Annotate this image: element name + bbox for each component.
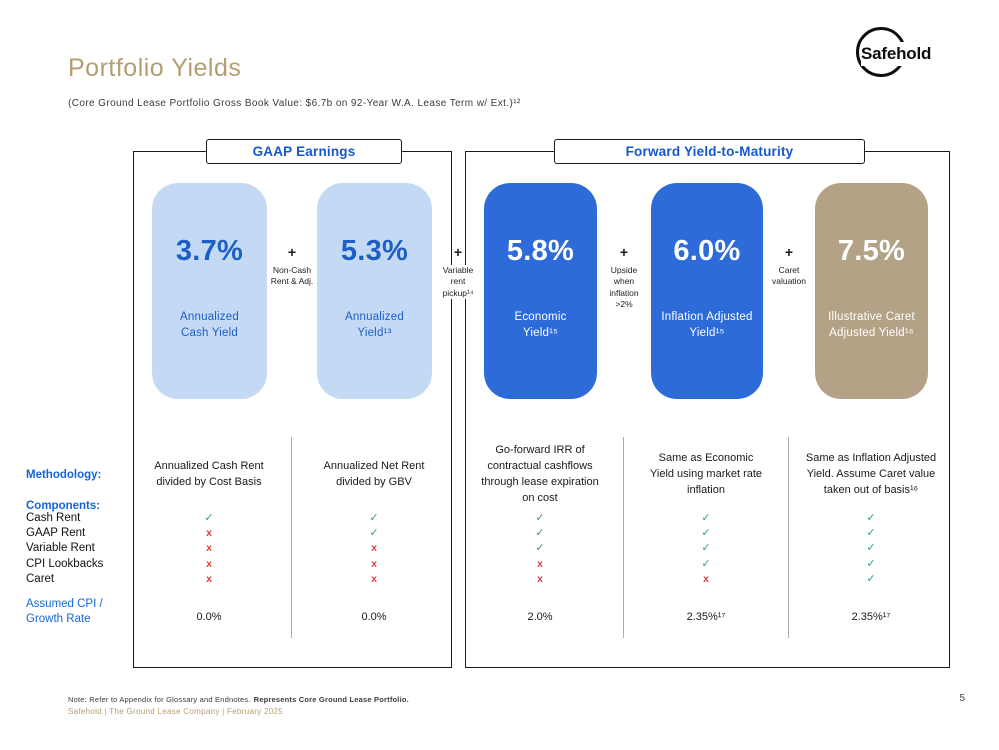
check-mark-icon: ✓ [866,557,876,570]
yield-card-inflation-adjusted: 6.0% Inflation Adjusted Yield¹⁵ [651,183,763,399]
footnote-text: Note: Refer to Appendix for Glossary and… [68,695,251,704]
marks-column-inflation-adjusted: ✓ ✓ ✓ ✓ x [691,511,721,587]
methodology-desc-caret-adjusted: Same as Inflation Adjusted Yield. Assume… [805,452,937,496]
page-subtitle: (Core Ground Lease Portfolio Gross Book … [68,98,521,109]
marks-column-economic-yield: ✓ ✓ ✓ x x [525,511,555,587]
component-variable-rent: Variable Rent [26,542,95,555]
check-mark-icon: ✓ [701,527,711,540]
x-mark-icon: x [371,572,377,585]
column-divider [291,437,292,638]
plus-icon: + [453,244,463,260]
connector-inflation-upside: + Upside when inflation >2% [594,245,654,311]
x-mark-icon: x [371,557,377,570]
check-mark-icon: ✓ [701,542,711,555]
methodology-desc-economic-yield: Go-forward IRR of contractual cashflows … [481,444,599,504]
x-mark-icon: x [537,557,543,570]
marks-column-caret-adjusted: ✓ ✓ ✓ ✓ ✓ [856,511,886,587]
assumed-cpi-value: 2.0% [527,611,553,623]
column-divider [788,437,789,638]
footnote: Note: Refer to Appendix for Glossary and… [68,695,409,704]
assumed-cpi-label: Assumed CPI / Growth Rate [26,598,103,625]
check-mark-icon: ✓ [204,512,214,524]
connector-variable-rent-pickup: + Variable rent pickup¹⁴ [428,244,488,300]
yield-label: Annualized Yield¹³ [345,311,404,340]
check-mark-icon: ✓ [866,542,876,555]
yield-label: Annualized Cash Yield [180,311,239,340]
component-caret: Caret [26,572,55,585]
footnote-bold-text: Represents Core Ground Lease Portfolio. [253,695,409,704]
methodology-desc-cash-yield: Annualized Cash Rent divided by Cost Bas… [154,460,264,488]
yield-value: 6.0% [673,235,741,267]
connector-label: Upside when inflation >2% [602,265,646,311]
x-mark-icon: x [371,542,377,555]
yield-label: Economic Yield¹⁵ [514,311,567,340]
assumed-cpi-value: 0.0% [361,611,387,623]
connector-non-cash-rent: + Non-Cash Rent & Adj. [262,245,322,288]
check-mark-icon: ✓ [701,557,711,570]
x-mark-icon: x [703,572,709,585]
check-mark-icon: ✓ [535,542,545,555]
assumed-cpi-value: 2.35%¹⁷ [851,611,891,623]
yield-card-economic: 5.8% Economic Yield¹⁵ [484,183,597,399]
components-label: Components: [26,500,101,512]
yield-value: 7.5% [837,235,906,267]
assumed-cpi-value: 0.0% [196,611,222,623]
marks-column-cash-yield: ✓ x x x x [194,511,224,587]
component-cpi-lookbacks: CPI Lookbacks [26,557,104,570]
check-mark-icon: ✓ [866,512,876,524]
x-mark-icon: x [206,542,212,555]
plus-icon: + [287,244,297,260]
yield-label: Inflation Adjusted Yield¹⁵ [661,311,753,340]
plus-icon: + [784,244,794,260]
yield-value: 5.8% [506,235,575,267]
check-mark-icon: ✓ [866,572,876,585]
page-number: 5 [959,693,965,704]
component-gaap-rent: GAAP Rent [26,527,86,540]
check-mark-icon: ✓ [535,512,545,524]
x-mark-icon: x [537,572,543,585]
yield-card-caret-adjusted: 7.5% Illustrative Caret Adjusted Yield¹⁶ [815,183,928,399]
yield-value: 5.3% [340,235,409,267]
marks-column-annualized-yield: ✓ ✓ x x x [359,511,389,587]
component-cash-rent: Cash Rent [26,512,81,524]
check-mark-icon: ✓ [369,527,379,540]
connector-label: Caret valuation [766,265,812,288]
check-mark-icon: ✓ [866,527,876,540]
yield-card-annualized: 5.3% Annualized Yield¹³ [317,183,432,399]
company-footer: Safehold | The Ground Lease Company | Fe… [68,707,283,716]
methodology-label: Methodology: [26,469,102,481]
methodology-desc-inflation-adjusted: Same as Economic Yield using market rate… [649,452,763,496]
x-mark-icon: x [206,572,212,585]
components-list: Cash Rent GAAP Rent Variable Rent CPI Lo… [26,511,103,587]
connector-label: Variable rent pickup¹⁴ [437,265,479,300]
x-mark-icon: x [206,557,212,570]
plus-icon: + [619,244,629,260]
gaap-earnings-header: GAAP Earnings [206,139,402,164]
yield-value: 3.7% [175,235,244,267]
connector-label: Non-Cash Rent & Adj. [268,265,316,288]
safehold-logo: Safehold [861,42,934,66]
methodology-desc-annualized-yield: Annualized Net Rent divided by GBV [323,460,425,488]
check-mark-icon: ✓ [535,527,545,540]
x-mark-icon: x [206,527,212,540]
page-title: Portfolio Yields [68,54,242,82]
yield-label: Illustrative Caret Adjusted Yield¹⁶ [828,311,915,340]
check-mark-icon: ✓ [369,512,379,524]
connector-caret-valuation: + Caret valuation [759,245,819,288]
assumed-cpi-value: 2.35%¹⁷ [686,611,726,623]
forward-ytm-header: Forward Yield-to-Maturity [554,139,865,164]
check-mark-icon: ✓ [701,512,711,524]
yield-card-annualized-cash: 3.7% Annualized Cash Yield [152,183,267,399]
column-divider [623,437,624,638]
